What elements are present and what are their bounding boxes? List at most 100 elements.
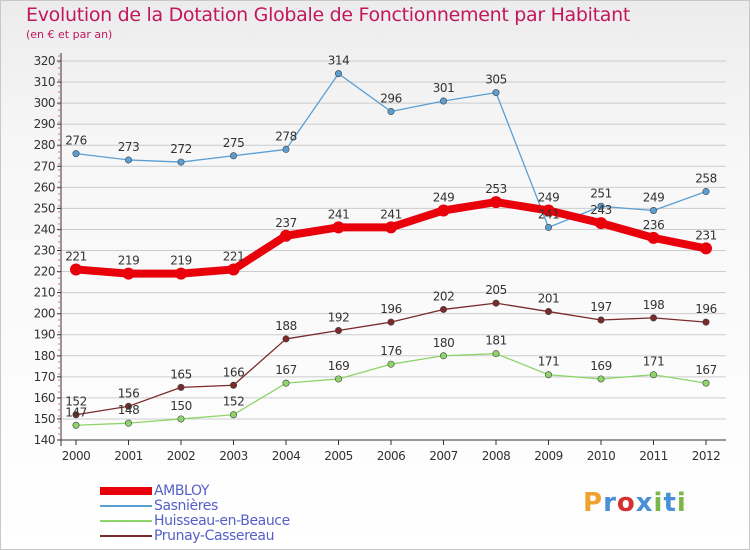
data-label: 236 — [643, 218, 664, 232]
proxiti-logo: Proxiti — [583, 488, 687, 518]
data-point — [647, 231, 660, 244]
data-label: 249 — [433, 190, 454, 204]
y-tick-label: 170 — [34, 370, 55, 384]
data-point — [597, 375, 605, 383]
data-label: 181 — [485, 334, 506, 348]
data-point — [597, 202, 605, 210]
data-label: 251 — [590, 186, 611, 200]
data-point — [702, 318, 710, 326]
data-label: 196 — [695, 302, 716, 316]
data-label: 197 — [590, 300, 611, 314]
data-point — [282, 379, 290, 387]
data-point — [439, 305, 447, 313]
data-label: 301 — [433, 81, 454, 95]
logo-letter: o — [616, 488, 636, 518]
legend-label-ambloy: AMBLOY — [154, 483, 209, 499]
y-tick-label: 210 — [34, 286, 55, 300]
y-tick-label: 300 — [34, 96, 55, 110]
data-label: 148 — [118, 403, 139, 417]
x-tick-label: 2005 — [324, 449, 353, 463]
data-label: 171 — [643, 355, 664, 369]
data-label: 314 — [328, 54, 349, 68]
y-tick-label: 150 — [34, 412, 55, 426]
data-label: 305 — [485, 73, 506, 87]
data-label: 231 — [695, 228, 716, 242]
data-point — [439, 97, 447, 105]
data-point — [230, 152, 238, 160]
data-point — [702, 188, 710, 196]
legend-label-prunay: Prunay-Cassereau — [154, 528, 275, 544]
x-tick-label: 2003 — [219, 449, 248, 463]
data-label: 201 — [538, 292, 559, 306]
data-point — [700, 242, 712, 255]
data-point — [492, 350, 500, 358]
logo-letter: r — [603, 488, 617, 518]
data-point — [492, 89, 500, 97]
legend-swatch-prunay — [100, 535, 152, 537]
legend-label-sasnieres: Sasnières — [154, 498, 218, 514]
data-label: 241 — [538, 207, 559, 221]
data-point — [282, 335, 290, 343]
data-label: 198 — [643, 298, 664, 312]
data-label: 241 — [328, 207, 349, 221]
data-point — [387, 108, 395, 116]
data-label: 156 — [118, 386, 139, 400]
data-point — [177, 158, 185, 166]
y-tick-label: 220 — [34, 265, 55, 279]
legend-swatch-ambloy — [100, 487, 152, 495]
data-label: 205 — [485, 283, 506, 297]
x-tick-label: 2011 — [639, 449, 668, 463]
data-label: 272 — [170, 142, 191, 156]
data-label: 188 — [275, 319, 296, 333]
data-point — [387, 318, 395, 326]
logo-letter: P — [583, 488, 604, 518]
y-tick-label: 180 — [34, 349, 55, 363]
x-tick-label: 2001 — [114, 449, 143, 463]
data-label: 249 — [538, 190, 559, 204]
x-tick-label: 2008 — [482, 449, 511, 463]
data-label: 196 — [380, 302, 401, 316]
data-label: 147 — [65, 405, 86, 419]
data-point — [70, 263, 82, 276]
data-point — [490, 196, 502, 209]
data-point — [544, 371, 552, 379]
logo-letter: i — [653, 488, 664, 518]
data-label: 152 — [223, 395, 244, 409]
legend-swatch-sasnieres — [100, 505, 152, 507]
data-label: 169 — [590, 359, 611, 373]
y-tick-label: 310 — [34, 75, 55, 89]
y-tick-label: 160 — [34, 391, 55, 405]
data-label: 167 — [275, 363, 296, 377]
logo-letter: i — [676, 488, 687, 518]
data-point — [595, 217, 607, 230]
data-point — [122, 267, 135, 280]
data-label: 221 — [65, 249, 86, 263]
data-point — [334, 375, 342, 383]
logo-letter: x — [635, 488, 654, 518]
data-label: 176 — [380, 344, 401, 358]
y-tick-label: 270 — [34, 159, 55, 173]
legend-swatch-huisseau — [100, 520, 152, 522]
data-point — [334, 327, 342, 335]
data-label: 243 — [590, 203, 611, 217]
data-point — [439, 352, 447, 360]
x-tick-label: 2000 — [62, 449, 91, 463]
y-tick-label: 280 — [34, 138, 55, 152]
data-label: 276 — [65, 134, 86, 148]
data-point — [227, 263, 240, 276]
data-point — [72, 421, 80, 429]
data-label: 166 — [223, 365, 244, 379]
data-point — [282, 145, 290, 153]
data-label: 275 — [223, 136, 244, 150]
data-label: 296 — [380, 92, 401, 106]
chart-title: Evolution de la Dotation Globale de Fonc… — [26, 4, 631, 26]
data-label: 150 — [170, 399, 191, 413]
data-point — [125, 402, 133, 410]
data-point — [649, 314, 657, 322]
y-tick-label: 320 — [34, 54, 55, 68]
data-label: 221 — [223, 249, 244, 263]
y-tick-label: 200 — [34, 307, 55, 321]
y-tick-label: 240 — [34, 222, 55, 236]
data-point — [125, 419, 133, 427]
data-point — [125, 156, 133, 164]
